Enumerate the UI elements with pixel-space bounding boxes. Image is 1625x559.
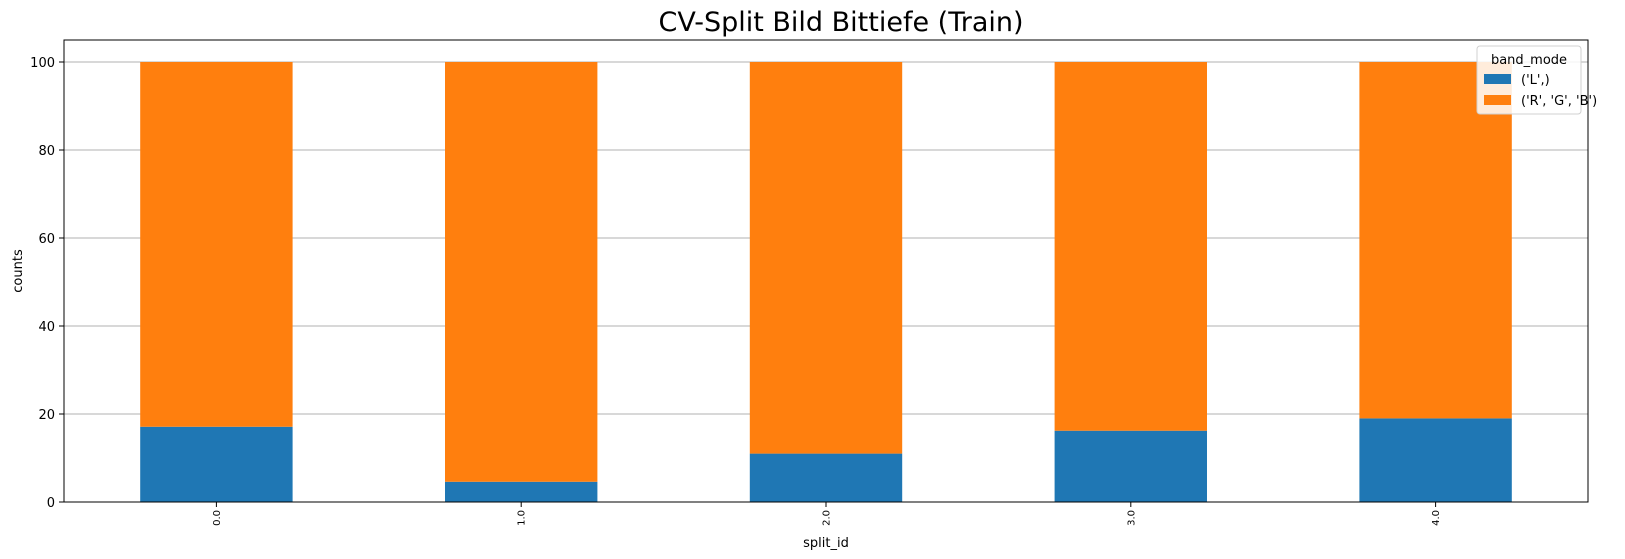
bar-0-0 bbox=[140, 426, 293, 502]
y-tick-label-1: 20 bbox=[38, 408, 55, 423]
bar-0-2 bbox=[749, 453, 903, 502]
bar-0-3 bbox=[1054, 430, 1207, 502]
bar-1-4 bbox=[1359, 62, 1512, 419]
x-tick-label-3: 3.0 bbox=[1126, 510, 1137, 526]
x-tick-label-0: 0.0 bbox=[212, 510, 223, 526]
bar-0-4 bbox=[1359, 418, 1512, 502]
y-axis: 0 20 40 60 80 100 bbox=[30, 56, 64, 511]
x-axis-label: split_id bbox=[803, 536, 849, 551]
bar-0-1 bbox=[445, 481, 598, 502]
bar-1-3 bbox=[1054, 62, 1207, 431]
legend: band_mode ('L',) ('R', 'G', 'B') bbox=[1476, 45, 1597, 115]
bar-1-2 bbox=[749, 62, 903, 454]
legend-label-0: ('L',) bbox=[1521, 73, 1550, 88]
y-tick-label-3: 60 bbox=[38, 232, 55, 247]
bars bbox=[140, 62, 1512, 502]
bar-1-1 bbox=[445, 62, 598, 482]
x-tick-label-2: 2.0 bbox=[822, 510, 833, 526]
bar-1-0 bbox=[140, 62, 293, 427]
y-tick-label-0: 0 bbox=[47, 496, 55, 511]
legend-title: band_mode bbox=[1491, 53, 1567, 68]
chart-title: CV-Split Bild Bittiefe (Train) bbox=[658, 7, 1023, 38]
legend-swatch-0 bbox=[1484, 74, 1511, 84]
x-tick-label-4: 4.0 bbox=[1431, 510, 1442, 526]
y-tick-label-2: 40 bbox=[38, 320, 55, 335]
legend-swatch-1 bbox=[1484, 95, 1511, 105]
x-tick-label-1: 1.0 bbox=[517, 510, 528, 526]
legend-label-1: ('R', 'G', 'B') bbox=[1521, 94, 1597, 109]
y-tick-label-4: 80 bbox=[38, 144, 55, 159]
x-axis: 0.0 1.0 2.0 3.0 4.0 bbox=[212, 502, 1442, 526]
y-tick-label-5: 100 bbox=[30, 56, 55, 71]
y-axis-label: counts bbox=[11, 249, 26, 293]
